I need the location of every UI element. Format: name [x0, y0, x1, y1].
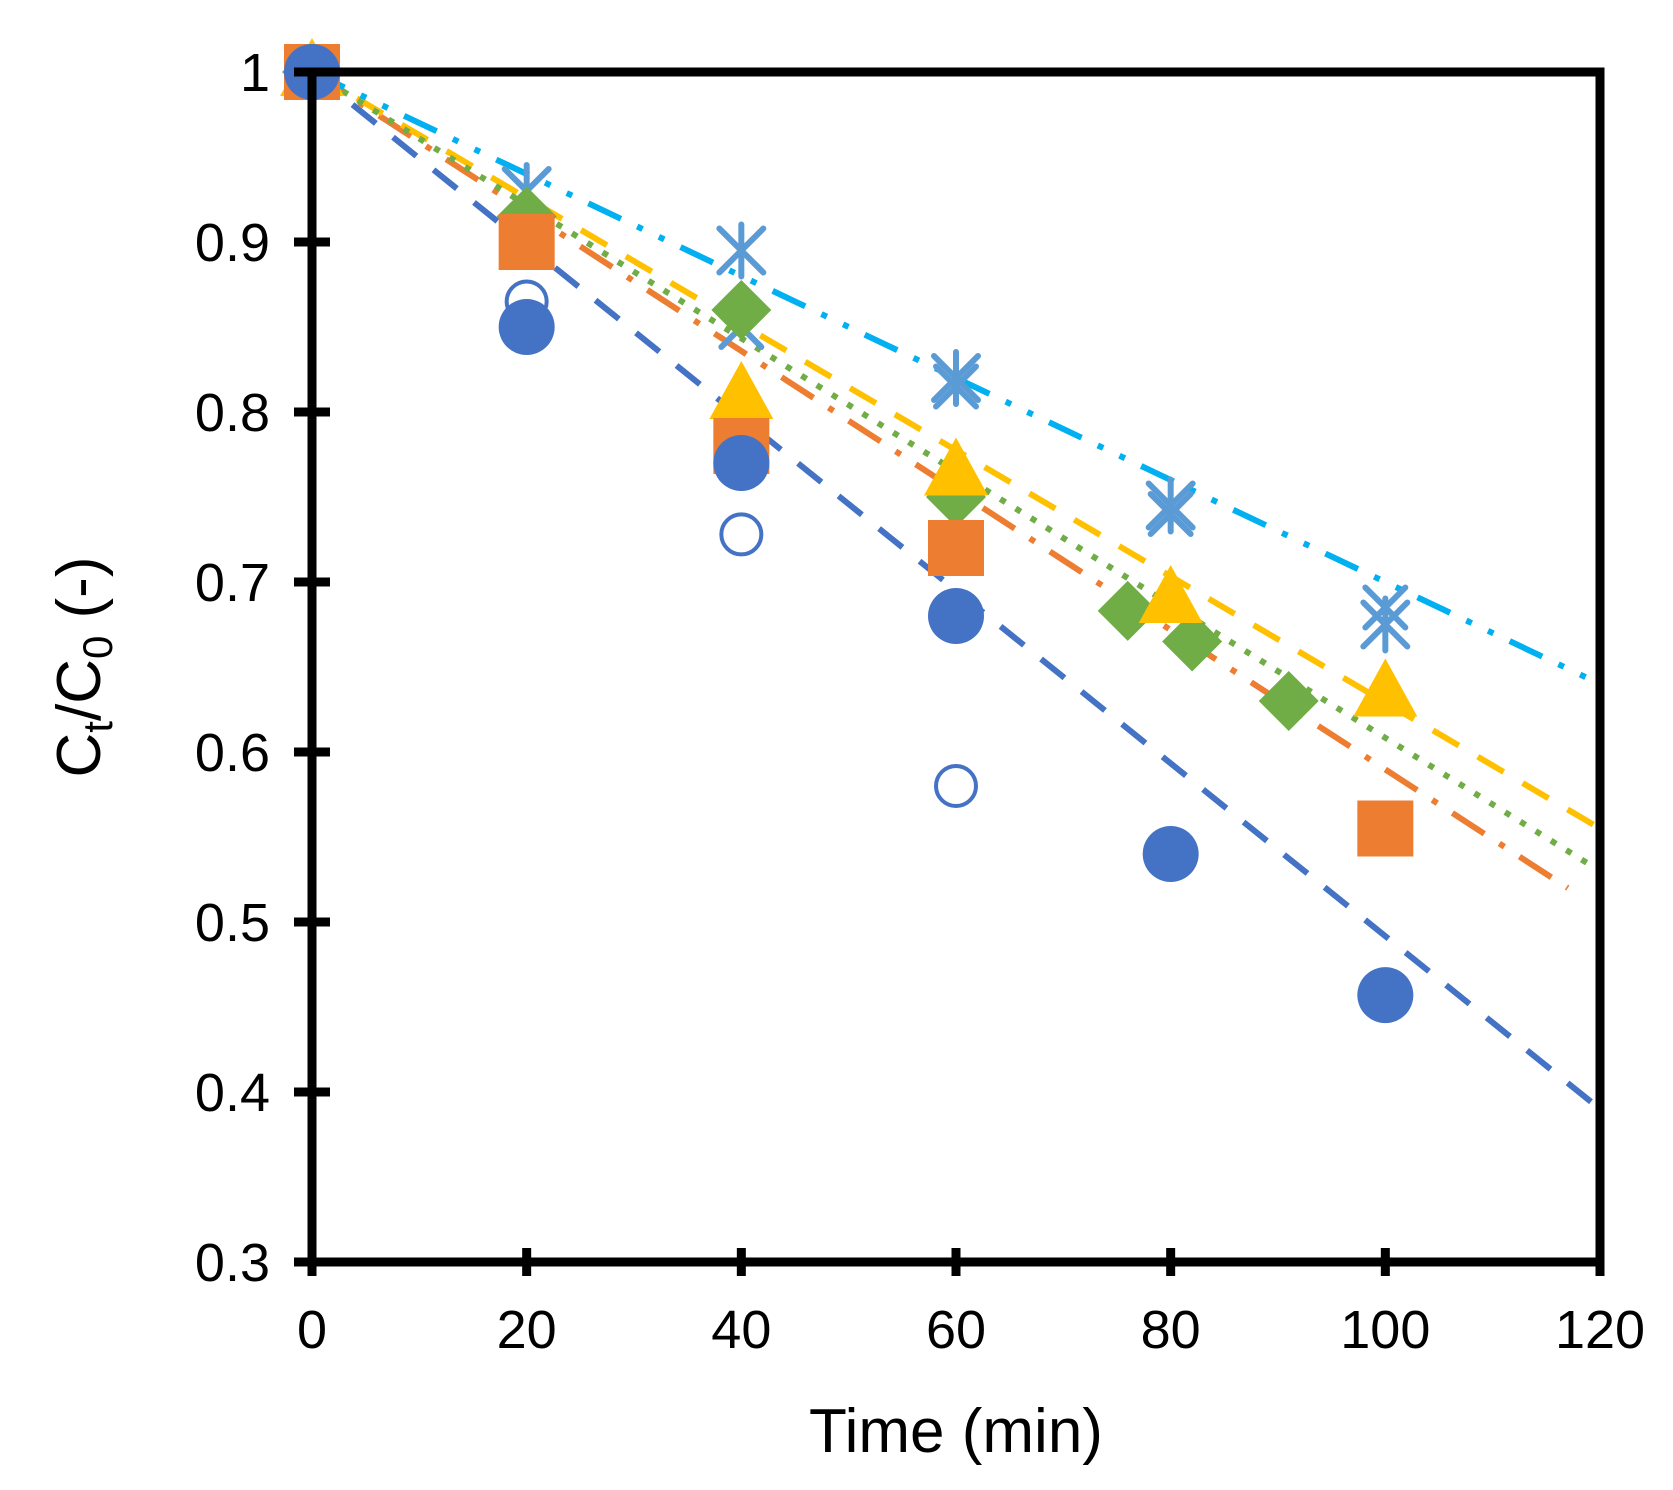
point-open-circle-3: [934, 764, 978, 808]
x-tick-label: 100: [1340, 1300, 1430, 1360]
point-filled-circle-3: [928, 588, 984, 644]
y-title-tail: (-): [45, 557, 114, 636]
point-triangle-2: [924, 437, 988, 496]
point-filled-circle-4: [1142, 826, 1199, 882]
y-tick-label: 0.3: [195, 1233, 270, 1293]
x-axis: 0 20 40 60 80 100 120: [297, 1248, 1645, 1360]
y-tick-label: 1: [240, 43, 270, 103]
point-square-4: [1357, 800, 1414, 857]
x-tick-label: 20: [497, 1300, 557, 1360]
y-axis: 0.3 0.4 0.5 0.6 0.7 0.8 0.9 1: [195, 43, 330, 1293]
point-triangle-4: [1353, 658, 1418, 717]
point-filled-circle-2: [713, 435, 770, 491]
y-tick-label: 0.9: [195, 213, 270, 273]
point-asterisk-3: [931, 349, 981, 407]
point-asterisk-4: [1145, 476, 1196, 535]
y-tick-label: 0.6: [195, 723, 270, 783]
point-triangle-1: [709, 361, 774, 419]
y-tick-label: 0.7: [195, 553, 270, 613]
point-diamond-6: [1258, 671, 1319, 731]
x-tick-label: 40: [711, 1300, 771, 1360]
point-open-circle-2: [719, 512, 764, 557]
point-filled-circle-5: [1357, 967, 1414, 1024]
y-tick-label: 0.8: [195, 383, 270, 443]
point-square-3: [928, 520, 984, 576]
point-diamond-2: [711, 280, 772, 340]
y-title-main: C: [45, 733, 114, 778]
point-square-1: [498, 214, 555, 270]
x-tick-label: 80: [1141, 1300, 1201, 1360]
y-axis-title: Ct/C0 (-): [45, 557, 121, 778]
y-title-sub2: 0: [74, 636, 121, 659]
x-tick-label: 120: [1555, 1300, 1645, 1360]
x-tick-label: 0: [297, 1300, 327, 1360]
y-tick-label: 0.4: [195, 1063, 270, 1123]
x-axis-title: Time (min): [809, 1397, 1103, 1466]
x-tick-label: 60: [926, 1300, 986, 1360]
point-filled-circle-1: [498, 299, 555, 355]
point-diamond-5: [1162, 611, 1223, 672]
point-asterisk-2: [716, 221, 767, 280]
y-title-mid: /C: [45, 659, 114, 721]
point-diamond-4: [1097, 580, 1158, 641]
y-title-sub1: t: [74, 721, 121, 733]
point-triangle-3: [1138, 565, 1203, 623]
data-markers: [280, 38, 1418, 1024]
y-tick-label: 0.5: [195, 893, 270, 953]
point-asterisk-5: [1360, 595, 1411, 654]
